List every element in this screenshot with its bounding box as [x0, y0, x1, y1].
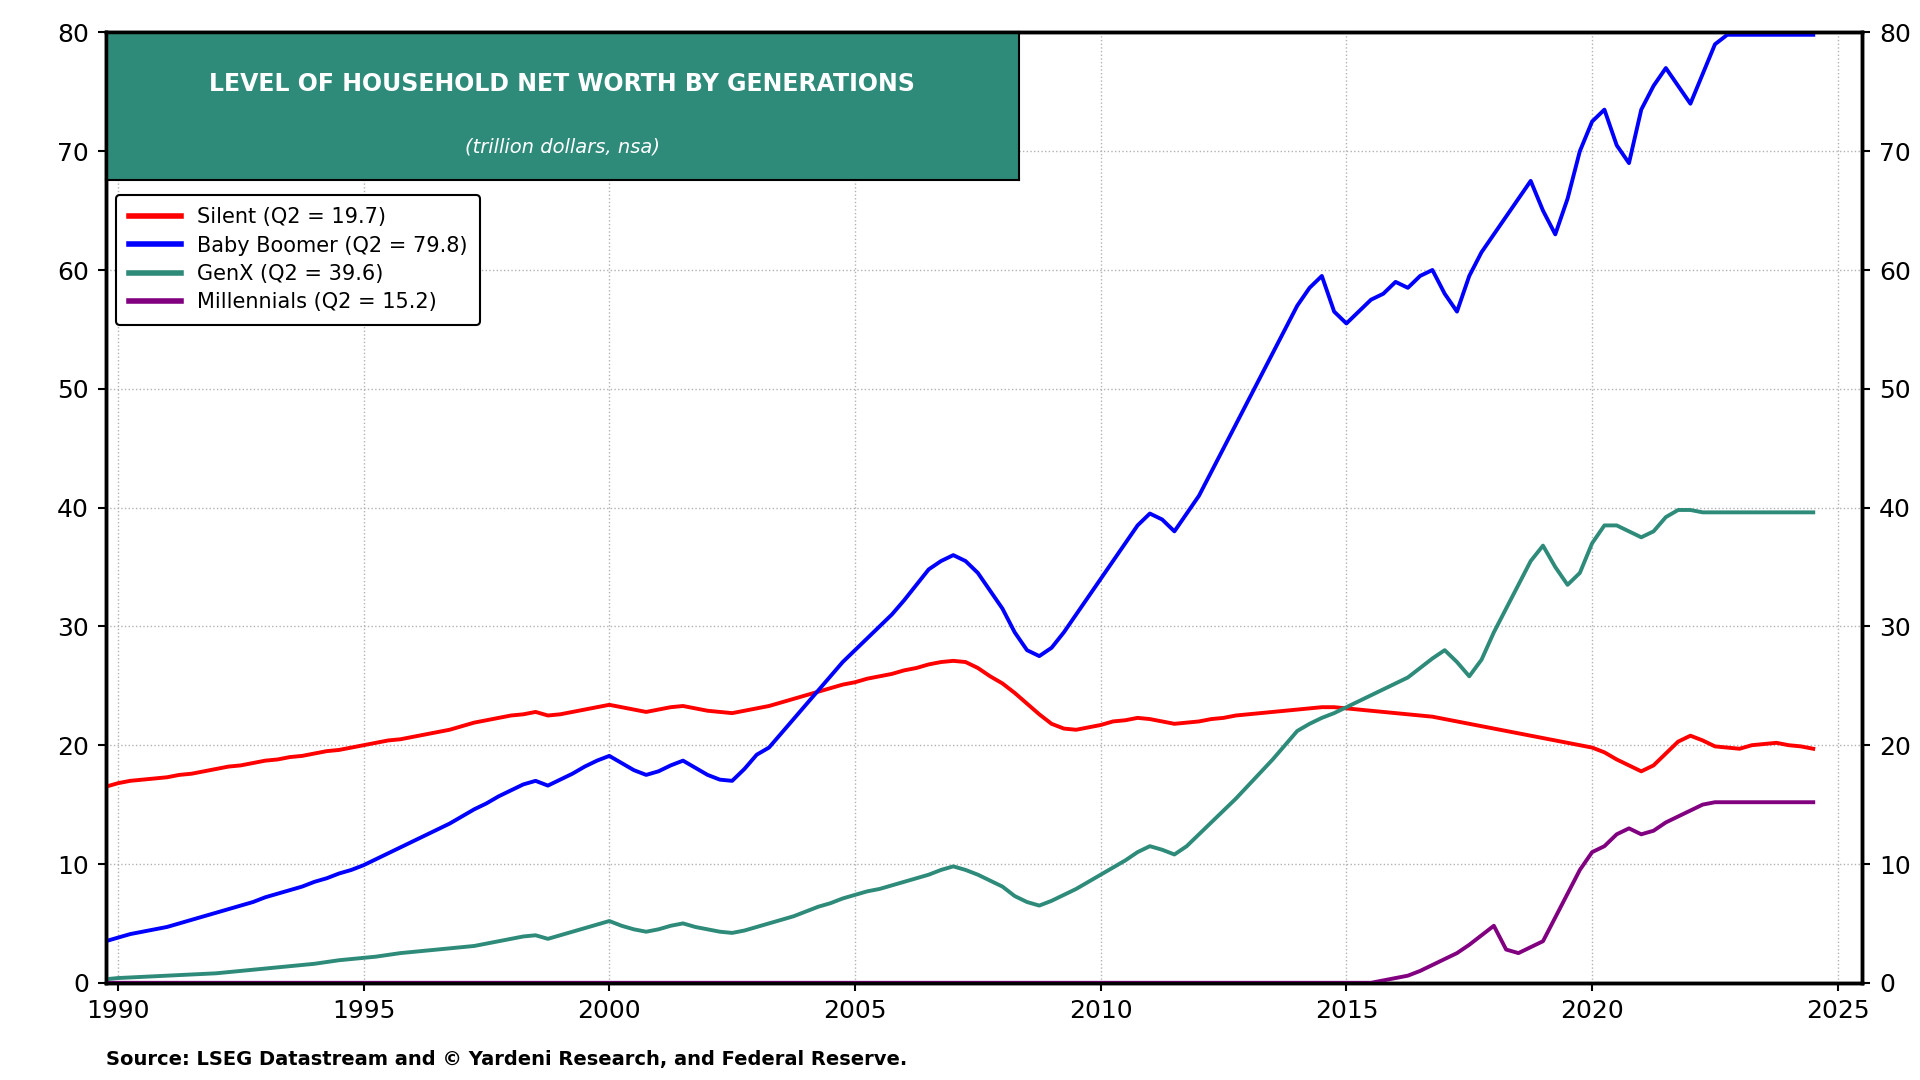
Text: Source: LSEG Datastream and © Yardeni Research, and Federal Reserve.: Source: LSEG Datastream and © Yardeni Re…: [106, 1050, 906, 1069]
Legend: Silent (Q2 = 19.7), Baby Boomer (Q2 = 79.8), GenX (Q2 = 39.6), Millennials (Q2 =: Silent (Q2 = 19.7), Baby Boomer (Q2 = 79…: [115, 194, 480, 325]
